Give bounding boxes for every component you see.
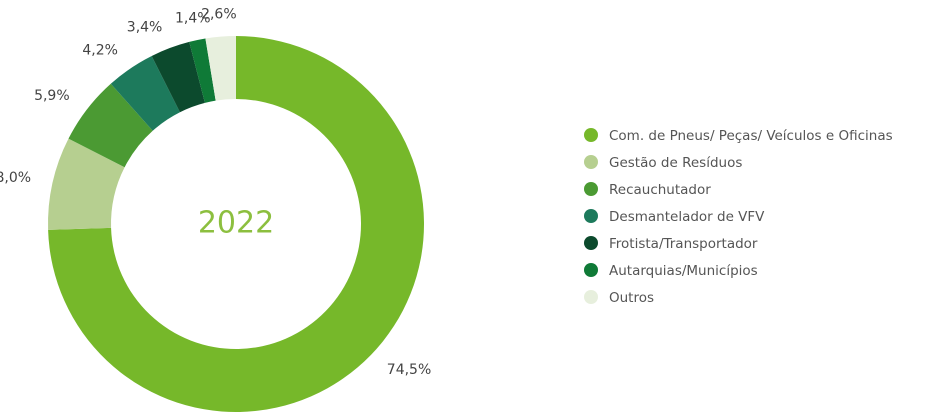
slice — [48, 36, 424, 412]
data-label: 4,2% — [82, 42, 118, 58]
slice — [205, 36, 236, 101]
data-label: 74,5% — [387, 362, 431, 378]
data-label: 8,0% — [0, 170, 31, 186]
legend-swatch — [584, 155, 598, 169]
legend-swatch — [584, 236, 598, 250]
slice — [151, 41, 205, 113]
data-label: 2,6% — [201, 7, 237, 23]
slice — [110, 55, 180, 131]
legend-label: Gestão de Resíduos — [609, 155, 742, 171]
slice — [189, 38, 216, 103]
center-label: 2022 — [198, 206, 274, 241]
legend-label: Autarquias/Municípios — [609, 263, 758, 279]
legend-label: Outros — [609, 290, 654, 306]
data-label: 3,4% — [127, 19, 163, 35]
slice — [68, 83, 153, 168]
data-label: 1,4% — [175, 10, 211, 26]
slice — [47, 138, 125, 230]
legend-label: Frotista/Transportador — [609, 236, 758, 252]
legend-label: Com. de Pneus/ Peças/ Veículos e Oficina… — [609, 128, 893, 144]
legend-swatch — [584, 182, 598, 196]
legend-swatch — [584, 290, 598, 304]
data-label: 5,9% — [34, 88, 70, 104]
legend-swatch — [584, 263, 598, 277]
legend-label: Recauchutador — [609, 182, 711, 198]
legend-swatch — [584, 128, 598, 142]
legend-swatch — [584, 209, 598, 223]
legend-label: Desmantelador de VFV — [609, 209, 765, 225]
